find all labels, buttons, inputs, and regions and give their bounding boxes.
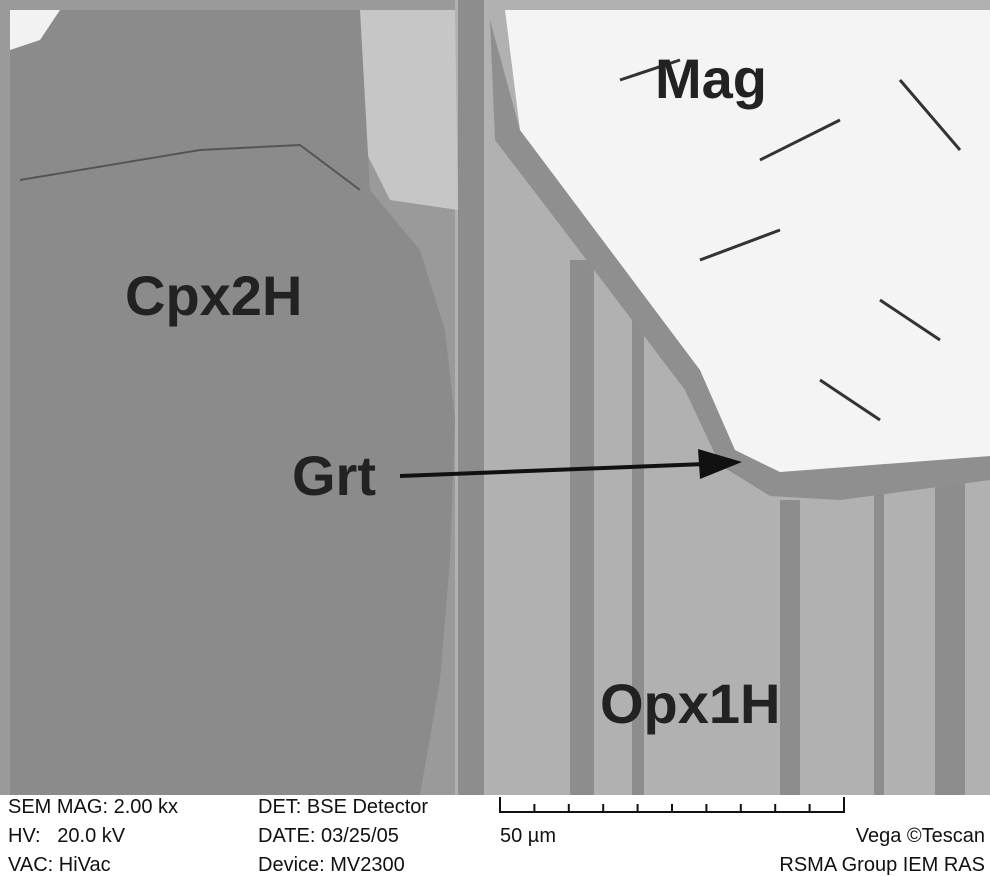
info-text: Device: MV2300 — [258, 854, 405, 876]
info-text: Vega ©Tescan — [856, 825, 985, 847]
info-text: SEM MAG: 2.00 kx — [8, 796, 178, 818]
mineral-label: Cpx2H — [125, 264, 302, 327]
info-text: VAC: HiVac — [8, 854, 111, 876]
mineral-label: Opx1H — [600, 672, 781, 735]
info-text: DATE: 03/25/05 — [258, 825, 399, 847]
info-text: DET: BSE Detector — [258, 796, 428, 818]
page: {"labels":{"mag":"Mag","cpx":"Cpx2H","gr… — [0, 0, 990, 876]
scale-label: 50 µm — [500, 825, 556, 847]
mineral-label: Mag — [655, 47, 767, 110]
sem-image: Mag Cpx2H Grt Opx1H SEM MAG: 2.00 kx HV:… — [0, 0, 990, 876]
info-text: RSMA Group IEM RAS — [779, 854, 985, 876]
mineral-label: Grt — [292, 444, 376, 507]
info-text: HV: 20.0 kV — [8, 825, 126, 847]
